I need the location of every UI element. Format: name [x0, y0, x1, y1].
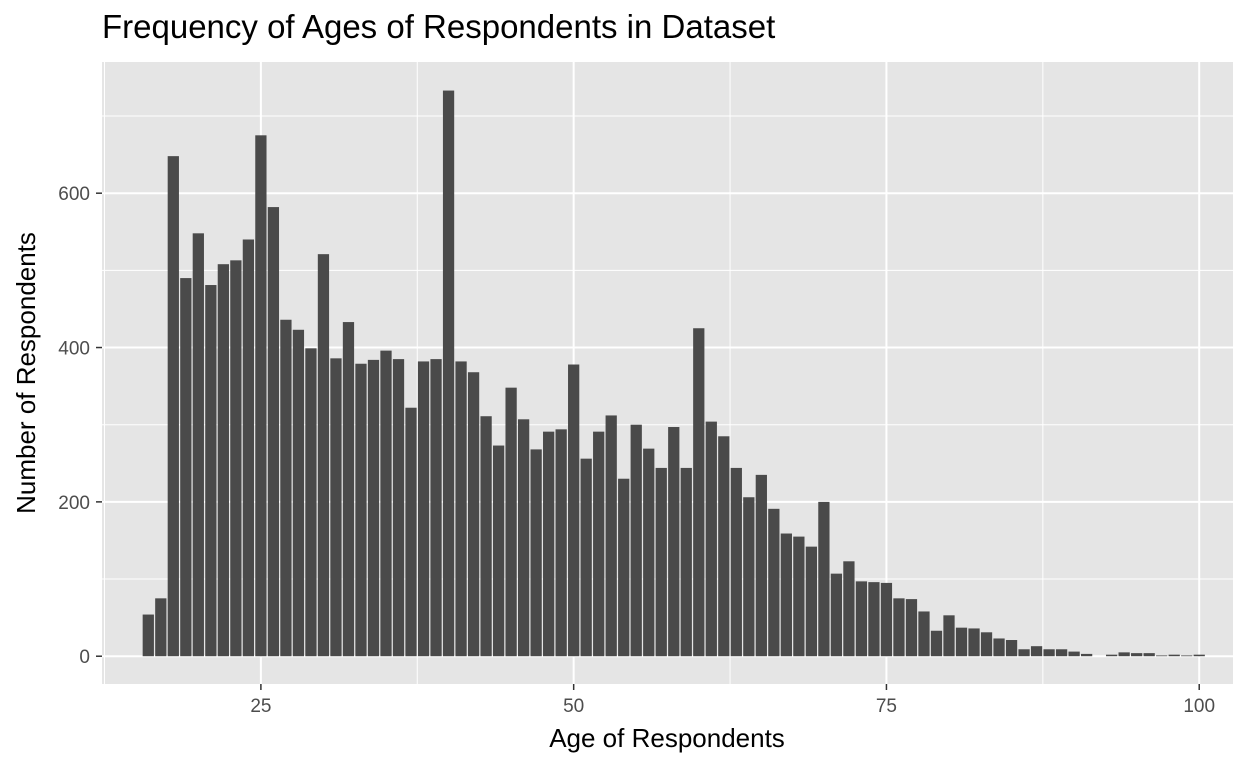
histogram-bar [317, 254, 330, 657]
histogram-bar [1193, 654, 1205, 657]
histogram-bar [943, 615, 955, 657]
histogram-bar [505, 387, 517, 657]
histogram-bar [380, 350, 392, 657]
histogram-bar [492, 445, 505, 657]
histogram-bar [242, 239, 255, 657]
histogram-bar [905, 599, 918, 657]
histogram-bar [868, 582, 880, 657]
y-tick-label: 400 [58, 339, 90, 360]
histogram-bar [955, 627, 968, 657]
histogram-bar [455, 361, 467, 657]
histogram-bar [255, 135, 267, 657]
histogram-bar [605, 415, 617, 657]
tick-labels: 25 50 75 100 0 200 400 600 [58, 184, 1215, 717]
histogram-bar [180, 278, 192, 657]
histogram-bar [1080, 653, 1093, 657]
histogram-bar [367, 359, 380, 657]
histogram-bar [267, 207, 280, 657]
histogram-bar [405, 407, 417, 657]
bars [142, 90, 1205, 657]
histogram-bar [1030, 646, 1043, 657]
histogram-bar [993, 638, 1005, 657]
histogram-bar [467, 372, 480, 657]
histogram-bar [843, 561, 855, 657]
histogram-bar [517, 419, 530, 657]
axis-ticks [96, 192, 1200, 690]
histogram-bar [680, 467, 692, 657]
histogram-bar [855, 581, 868, 657]
histogram-bar [555, 429, 567, 657]
histogram-bar [530, 449, 542, 657]
histogram-bar [155, 598, 167, 657]
histogram-bar [1156, 655, 1168, 657]
histogram-bar [1018, 649, 1030, 657]
histogram-bar [968, 628, 980, 657]
histogram-bar [718, 436, 730, 657]
histogram-bar [768, 508, 780, 657]
x-tick-label: 75 [876, 696, 897, 717]
histogram-bar [1106, 654, 1118, 657]
y-tick-label: 600 [58, 184, 90, 205]
histogram-bar [830, 573, 843, 657]
histogram-bar [417, 361, 430, 657]
histogram-bar [217, 264, 229, 657]
histogram-bar [230, 260, 242, 657]
histogram-bar [893, 598, 905, 657]
histogram-bar [1005, 640, 1018, 657]
histogram-bar [643, 448, 655, 657]
y-axis-title: Number of Respondents [11, 232, 41, 514]
histogram-bar [780, 533, 792, 657]
histogram-bar [693, 328, 705, 657]
histogram-bar [668, 427, 680, 657]
histogram-bar [630, 424, 642, 657]
histogram-bar [1131, 653, 1143, 657]
histogram-bar [1043, 649, 1055, 657]
histogram-bar [818, 501, 830, 657]
x-tick-label: 25 [250, 696, 271, 717]
histogram-bar [655, 467, 667, 657]
histogram-bar [1168, 654, 1180, 657]
histogram-bar [618, 478, 630, 657]
histogram-bar [480, 416, 492, 657]
histogram-bar [442, 90, 455, 657]
histogram-bar [342, 322, 355, 657]
histogram-bar [705, 421, 717, 657]
y-tick-label: 0 [79, 647, 90, 668]
histogram-bar [755, 474, 767, 657]
histogram-bar [543, 431, 555, 657]
histogram-bar [1068, 651, 1080, 657]
histogram-bar [1181, 655, 1193, 657]
histogram-bar [568, 364, 580, 657]
histogram-bar [280, 319, 292, 657]
histogram-bar [880, 582, 893, 657]
histogram-bar [930, 630, 943, 657]
histogram-bar [167, 156, 179, 657]
y-tick-label: 200 [58, 493, 90, 514]
histogram-bar [355, 363, 367, 657]
histogram-bar [292, 329, 305, 657]
histogram-bar [305, 348, 317, 657]
x-tick-label: 100 [1183, 696, 1215, 717]
histogram-bar [192, 233, 204, 657]
histogram-bar [392, 359, 405, 657]
chart-title: Frequency of Ages of Respondents in Data… [102, 8, 776, 45]
x-axis-title: Age of Respondents [549, 723, 785, 753]
histogram-bar [805, 546, 818, 657]
histogram-bar [205, 285, 217, 657]
histogram-bar [1055, 649, 1068, 657]
histogram-bar [918, 611, 930, 657]
histogram-bar [793, 536, 805, 657]
histogram-bar [980, 632, 993, 657]
histogram-bar [593, 431, 605, 657]
x-tick-label: 50 [563, 696, 584, 717]
histogram-bar [330, 358, 342, 657]
histogram-bar [142, 614, 154, 657]
histogram-bar [430, 359, 442, 657]
histogram-bar [730, 467, 742, 657]
histogram-bar [1143, 653, 1155, 657]
histogram-bar [1118, 652, 1130, 657]
histogram-bar [743, 497, 755, 657]
histogram-bar [580, 458, 592, 657]
